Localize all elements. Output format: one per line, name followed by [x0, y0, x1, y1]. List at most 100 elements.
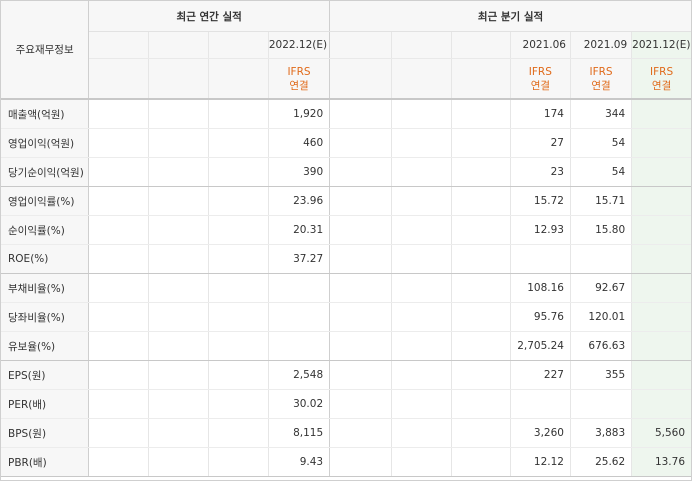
row-label: PBR(배)	[1, 447, 90, 477]
quarterly-value-cell	[451, 389, 511, 419]
quarterly-value-cell	[451, 128, 511, 158]
quarterly-value-cell: 120.01	[570, 302, 633, 332]
quarterly-value-cell	[391, 360, 452, 390]
quarterly-value-cell	[631, 99, 691, 129]
table-row: PBR(배) 9.43 12.12 25.62 13.76	[1, 447, 691, 477]
annual-period: 2022.12(E)	[268, 31, 331, 59]
quarterly-value-cell: 13.76	[631, 447, 691, 477]
annual-value-cell: 8,115	[268, 418, 331, 448]
quarterly-value-cell	[391, 99, 452, 129]
annual-value-cell	[88, 331, 150, 361]
annual-value-cell: 9.43	[268, 447, 331, 477]
quarterly-value-cell	[631, 244, 691, 274]
table-row: EPS(원) 2,548 227 355	[1, 360, 691, 390]
quarterly-value-cell	[329, 273, 393, 303]
annual-value-cell	[88, 302, 150, 332]
annual-value-cell	[148, 302, 209, 332]
table-row: PER(배) 30.02	[1, 389, 691, 419]
quarterly-value-cell	[329, 389, 393, 419]
annual-value-cell	[268, 273, 331, 303]
quarterly-value-cell: 676.63	[570, 331, 633, 361]
quarterly-value-cell: 27	[510, 128, 571, 158]
quarterly-value-cell: 12.93	[510, 215, 571, 245]
quarterly-value-cell	[329, 215, 393, 245]
quarterly-period: 2021.12(E)	[631, 31, 691, 59]
annual-value-cell	[208, 273, 269, 303]
financial-rows: 매출액(억원) 1,920 174 344 영업이익(억원) 460 27 54 당기순이익(억…	[1, 99, 691, 477]
row-label: ROE(%)	[1, 244, 90, 274]
quarterly-value-cell	[329, 302, 393, 332]
annual-value-cell	[208, 186, 269, 216]
quarterly-results-header: 최근 분기 실적	[329, 1, 691, 32]
table-row: ROE(%) 37.27	[1, 244, 691, 274]
quarterly-value-cell: 3,883	[570, 418, 633, 448]
annual-value-cell	[88, 128, 150, 158]
row-label: 순이익률(%)	[1, 215, 90, 245]
row-label: EPS(원)	[1, 360, 90, 390]
quarterly-value-cell	[391, 215, 452, 245]
table-row: 영업이익률(%) 23.96 15.72 15.71	[1, 186, 691, 216]
annual-value-cell	[208, 447, 269, 477]
quarterly-standard	[329, 58, 393, 100]
row-label: 당좌비율(%)	[1, 302, 90, 332]
annual-value-cell: 390	[268, 157, 331, 187]
header-row-periods: 2022.12(E) 2021.06 2021.09 2021.12(E)	[1, 31, 691, 59]
quarterly-period: 2021.06	[510, 31, 571, 59]
annual-value-cell	[148, 389, 209, 419]
annual-standard: IFRS 연결	[268, 58, 331, 100]
quarterly-value-cell	[631, 331, 691, 361]
quarterly-value-cell	[451, 331, 511, 361]
header-row-standards: IFRS 연결 IFRS 연결 IFRS 연결 IFRS 연결	[1, 58, 691, 100]
quarterly-value-cell: 174	[510, 99, 571, 129]
quarterly-value-cell: 15.80	[570, 215, 633, 245]
quarterly-value-cell	[329, 157, 393, 187]
quarterly-value-cell: 3,260	[510, 418, 571, 448]
row-label: PER(배)	[1, 389, 90, 419]
annual-value-cell: 1,920	[268, 99, 331, 129]
quarterly-value-cell	[451, 157, 511, 187]
table-row: 유보율(%) 2,705.24 676.63	[1, 331, 691, 361]
quarterly-value-cell: 15.71	[570, 186, 633, 216]
quarterly-value-cell	[329, 360, 393, 390]
quarterly-value-cell: 5,560	[631, 418, 691, 448]
table-row: 영업이익(억원) 460 27 54	[1, 128, 691, 158]
quarterly-value-cell: 2,705.24	[510, 331, 571, 361]
quarterly-value-cell	[631, 389, 691, 419]
annual-value-cell	[208, 389, 269, 419]
row-label: 당기순이익(억원)	[1, 157, 90, 187]
quarterly-value-cell	[329, 99, 393, 129]
quarterly-standard: IFRS 연결	[631, 58, 691, 100]
quarterly-period: 2021.09	[570, 31, 633, 59]
quarterly-value-cell	[570, 244, 633, 274]
annual-value-cell	[208, 360, 269, 390]
table-row: BPS(원) 8,115 3,260 3,883 5,560	[1, 418, 691, 448]
quarterly-period	[391, 31, 452, 59]
quarterly-value-cell	[391, 157, 452, 187]
table-row: 당기순이익(억원) 390 23 54	[1, 157, 691, 187]
annual-value-cell	[88, 215, 150, 245]
annual-value-cell	[88, 99, 150, 129]
header-row-groups: 주요재무정보 최근 연간 실적 최근 분기 실적	[1, 1, 691, 100]
quarterly-value-cell	[329, 244, 393, 274]
quarterly-standard: IFRS 연결	[570, 58, 633, 100]
quarterly-value-cell	[391, 186, 452, 216]
annual-value-cell	[88, 157, 150, 187]
annual-value-cell	[88, 360, 150, 390]
annual-value-cell	[208, 244, 269, 274]
annual-value-cell: 460	[268, 128, 331, 158]
quarterly-value-cell	[451, 302, 511, 332]
annual-value-cell	[88, 447, 150, 477]
row-label: 부채비율(%)	[1, 273, 90, 303]
annual-value-cell	[148, 157, 209, 187]
annual-value-cell	[88, 418, 150, 448]
quarterly-standard	[451, 58, 511, 100]
annual-value-cell	[208, 157, 269, 187]
quarterly-value-cell	[329, 447, 393, 477]
table-row: 부채비율(%) 108.16 92.67	[1, 273, 691, 303]
annual-value-cell	[88, 244, 150, 274]
annual-value-cell	[148, 186, 209, 216]
annual-value-cell	[88, 273, 150, 303]
quarterly-value-cell	[510, 244, 571, 274]
